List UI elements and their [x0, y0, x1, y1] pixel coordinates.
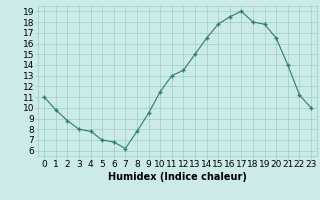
X-axis label: Humidex (Indice chaleur): Humidex (Indice chaleur): [108, 172, 247, 182]
